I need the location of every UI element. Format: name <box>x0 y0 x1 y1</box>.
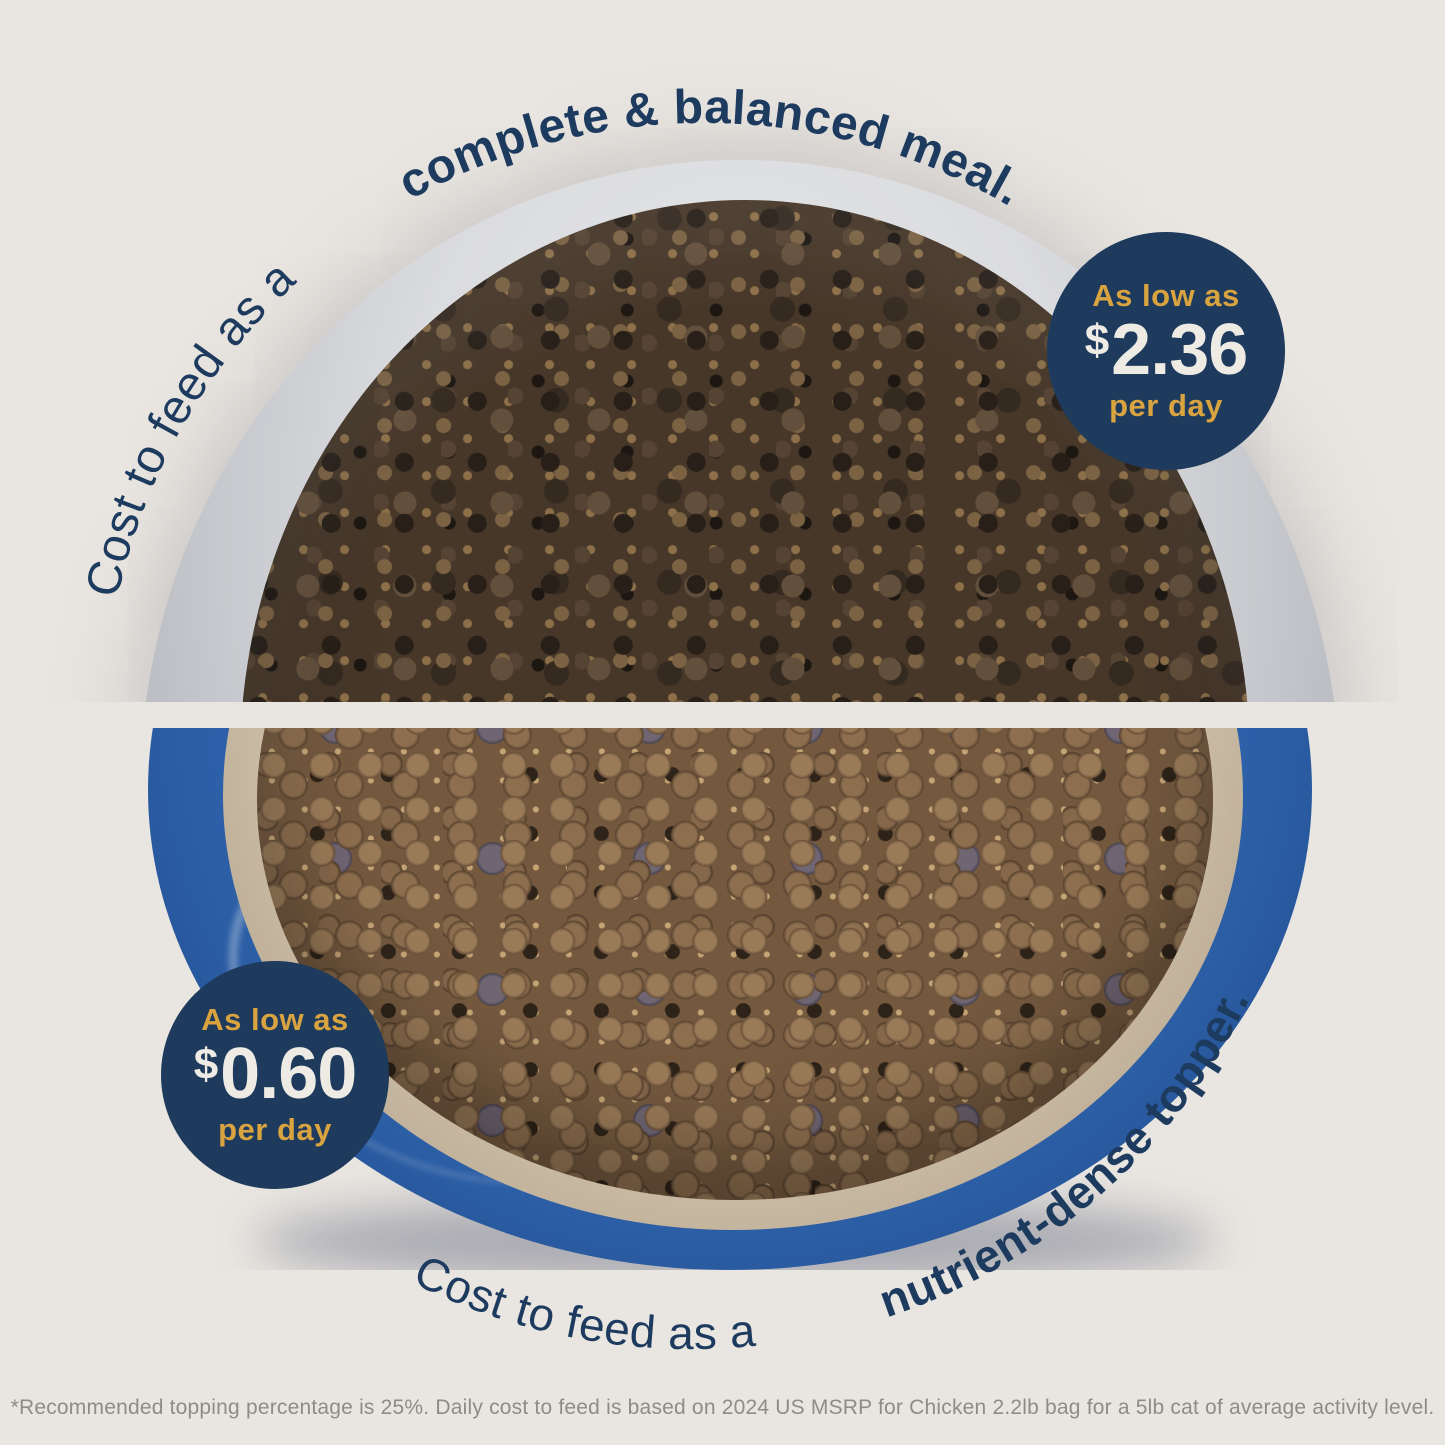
as-low-as-label: As low as <box>1092 278 1240 314</box>
currency-symbol: $ <box>1084 316 1110 366</box>
per-day-label: per day <box>218 1111 332 1147</box>
bottom-price-badge: As low as $0.60 per day <box>161 961 389 1189</box>
currency-symbol: $ <box>193 1040 219 1090</box>
per-day-label: per day <box>1109 387 1223 423</box>
price-amount: 2.36 <box>1111 310 1248 391</box>
price-top: $2.36 <box>1084 310 1249 391</box>
top-price-badge: As low as $2.36 per day <box>1047 232 1285 470</box>
as-low-as-label: As low as <box>201 1002 349 1038</box>
footnote-text: *Recommended topping percentage is 25%. … <box>10 1396 1435 1419</box>
price-bottom: $0.60 <box>193 1034 358 1115</box>
price-amount: 0.60 <box>220 1034 357 1115</box>
